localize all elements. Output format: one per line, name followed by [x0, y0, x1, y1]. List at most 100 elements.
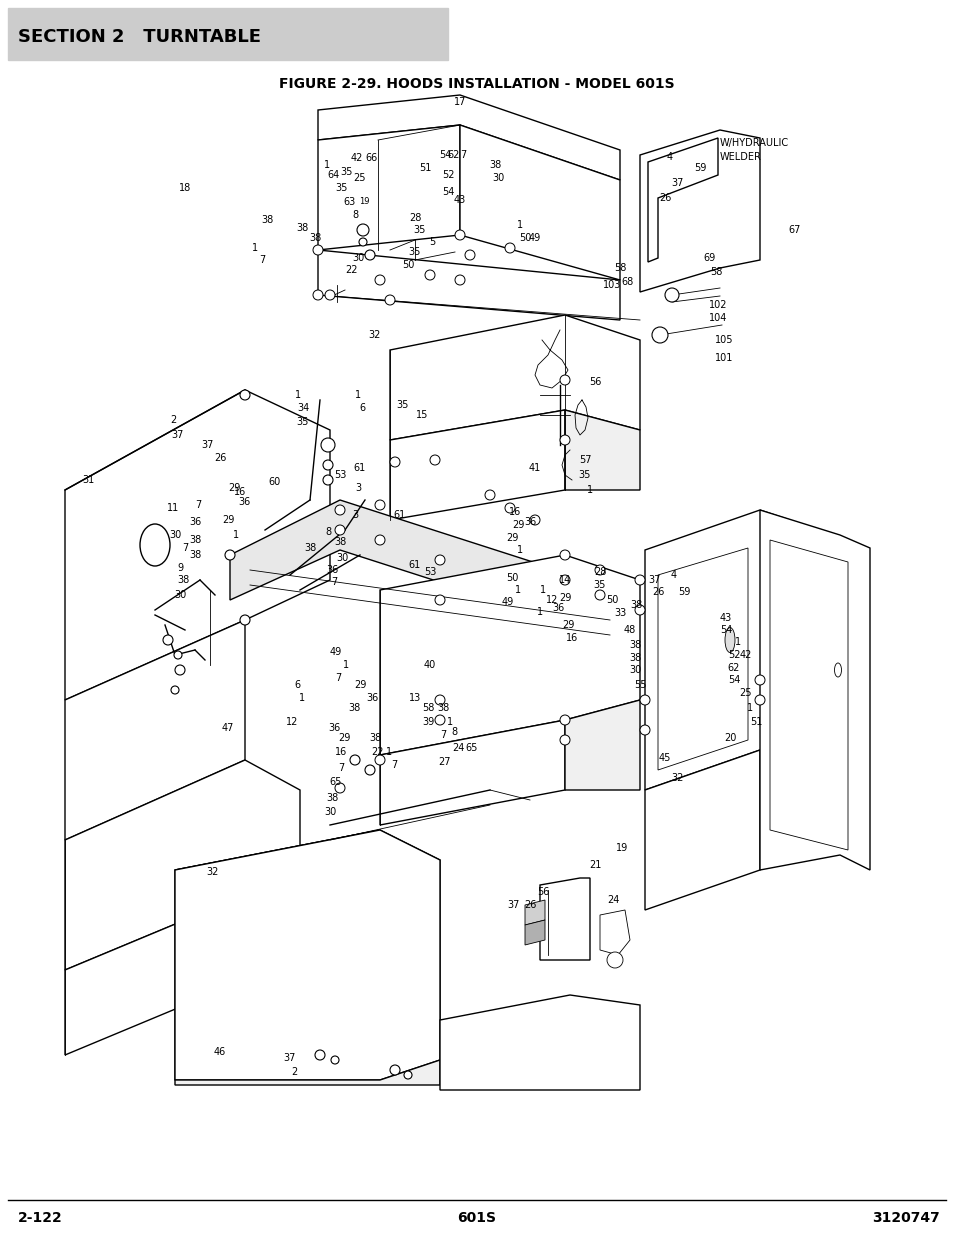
Circle shape [335, 505, 345, 515]
Text: 57: 57 [578, 454, 591, 466]
Text: 68: 68 [621, 277, 634, 287]
Text: 103: 103 [602, 280, 620, 290]
Text: 36: 36 [189, 517, 201, 527]
Text: 1: 1 [446, 718, 453, 727]
Circle shape [375, 755, 385, 764]
Text: 25: 25 [354, 173, 366, 183]
Text: 29: 29 [228, 483, 240, 493]
Text: 29: 29 [505, 534, 517, 543]
Circle shape [163, 635, 172, 645]
Text: 1: 1 [324, 161, 330, 170]
Polygon shape [459, 125, 619, 280]
Text: 58: 58 [421, 703, 434, 713]
Polygon shape [564, 410, 639, 490]
Circle shape [325, 290, 335, 300]
Text: 64: 64 [328, 170, 340, 180]
Text: 50: 50 [605, 595, 618, 605]
Text: 26: 26 [213, 453, 226, 463]
Text: 38: 38 [326, 793, 337, 803]
Text: 54: 54 [441, 186, 454, 198]
Circle shape [385, 295, 395, 305]
Circle shape [403, 1071, 412, 1079]
Circle shape [350, 755, 359, 764]
Text: 59: 59 [693, 163, 705, 173]
Circle shape [435, 715, 444, 725]
Text: 63: 63 [343, 198, 355, 207]
Text: 45: 45 [659, 753, 671, 763]
Text: 59: 59 [677, 587, 689, 597]
Circle shape [173, 651, 182, 659]
Circle shape [240, 390, 250, 400]
Text: 61: 61 [354, 463, 366, 473]
Circle shape [323, 475, 333, 485]
Text: 22: 22 [372, 747, 384, 757]
Text: 29: 29 [354, 680, 366, 690]
Circle shape [335, 525, 345, 535]
Text: 1: 1 [355, 390, 360, 400]
Text: 24: 24 [606, 895, 618, 905]
Circle shape [464, 249, 475, 261]
Text: 30: 30 [169, 530, 181, 540]
Circle shape [639, 725, 649, 735]
Text: 60: 60 [269, 477, 281, 487]
Text: 51: 51 [418, 163, 431, 173]
Text: 8: 8 [352, 210, 357, 220]
Text: 36: 36 [326, 564, 337, 576]
Text: 102: 102 [708, 300, 726, 310]
Polygon shape [379, 555, 639, 755]
Text: 35: 35 [340, 167, 353, 177]
Polygon shape [174, 830, 439, 1079]
Polygon shape [390, 315, 639, 440]
Polygon shape [317, 125, 459, 249]
Circle shape [225, 550, 234, 559]
Text: 69: 69 [703, 253, 716, 263]
Polygon shape [524, 900, 544, 925]
Text: 22: 22 [345, 266, 358, 275]
Text: 105: 105 [714, 335, 733, 345]
Circle shape [375, 535, 385, 545]
Text: 51: 51 [749, 718, 761, 727]
Text: 28: 28 [593, 567, 605, 577]
Text: 35: 35 [296, 417, 309, 427]
Circle shape [455, 275, 464, 285]
Circle shape [559, 576, 569, 585]
Text: 33: 33 [613, 608, 625, 618]
Text: 58: 58 [709, 267, 721, 277]
Circle shape [171, 685, 179, 694]
Text: 38: 38 [628, 653, 640, 663]
Text: 12: 12 [545, 595, 558, 605]
Text: WELDER: WELDER [720, 152, 761, 162]
Text: 27: 27 [438, 757, 451, 767]
Text: 1: 1 [586, 485, 593, 495]
Circle shape [358, 238, 367, 246]
Text: 14: 14 [558, 576, 571, 585]
Polygon shape [644, 750, 760, 910]
Circle shape [435, 695, 444, 705]
Text: 50: 50 [518, 233, 531, 243]
Text: 1: 1 [517, 545, 522, 555]
Text: 53: 53 [423, 567, 436, 577]
Text: 38: 38 [189, 535, 201, 545]
Text: 55: 55 [633, 680, 645, 690]
Text: 601S: 601S [457, 1212, 496, 1225]
Text: 65: 65 [330, 777, 342, 787]
Text: 35: 35 [335, 183, 348, 193]
Circle shape [595, 564, 604, 576]
Text: 2: 2 [170, 415, 176, 425]
Text: 4: 4 [666, 152, 673, 162]
Text: 9: 9 [176, 563, 183, 573]
Circle shape [435, 555, 444, 564]
Text: 49: 49 [501, 597, 514, 606]
Polygon shape [317, 249, 619, 320]
Text: 35: 35 [414, 225, 426, 235]
Text: 20: 20 [723, 734, 736, 743]
Circle shape [313, 290, 323, 300]
Text: 31: 31 [82, 475, 94, 485]
Text: 2: 2 [291, 1067, 296, 1077]
Circle shape [651, 327, 667, 343]
Text: 66: 66 [366, 153, 377, 163]
Text: 1: 1 [298, 693, 305, 703]
Text: 38: 38 [488, 161, 500, 170]
Text: 54: 54 [438, 149, 451, 161]
Text: 8: 8 [451, 727, 456, 737]
